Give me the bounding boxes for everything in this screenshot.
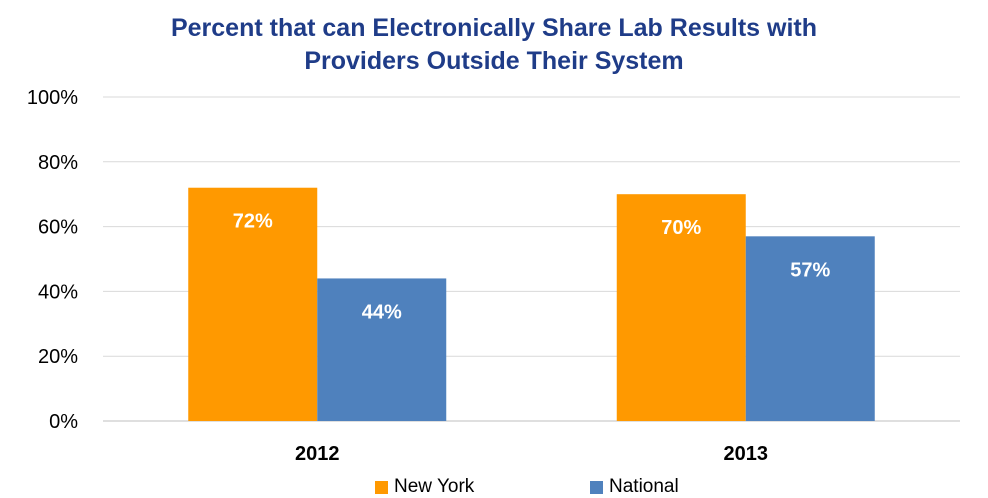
- y-tick-label: 60%: [38, 217, 78, 239]
- bar: [317, 278, 447, 421]
- y-tick-label: 100%: [27, 87, 78, 109]
- data-label: 72%: [233, 211, 273, 233]
- y-tick-label: 80%: [38, 152, 78, 174]
- legend-label-new-york: New York: [394, 476, 475, 497]
- chart-title: Percent that can Electronically Share La…: [0, 12, 988, 78]
- data-label: 70%: [661, 217, 701, 239]
- chart-title-line-1: Percent that can Electronically Share La…: [170, 14, 818, 42]
- data-label: 57%: [790, 259, 830, 281]
- y-tick-label: 40%: [38, 281, 78, 303]
- legend-label-national: National: [609, 476, 679, 497]
- data-label: 44%: [362, 301, 402, 323]
- y-tick-label: 20%: [38, 346, 78, 368]
- legend: New York National: [0, 476, 988, 498]
- chart-title-line-2: Providers Outside Their System: [304, 47, 684, 75]
- bar: [188, 187, 318, 421]
- bar: [616, 194, 746, 421]
- x-tick-label: 2012: [295, 443, 340, 465]
- legend-swatch-national: [590, 480, 603, 494]
- y-tick-label: 0%: [49, 411, 78, 433]
- bar: [745, 236, 875, 421]
- legend-item-new-york: New York: [375, 476, 474, 498]
- x-tick-label: 2013: [724, 443, 769, 465]
- legend-swatch-new-york: [375, 480, 388, 494]
- legend-item-national: National: [590, 476, 679, 498]
